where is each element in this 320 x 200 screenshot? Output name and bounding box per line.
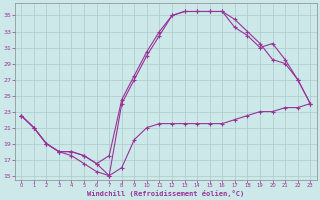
X-axis label: Windchill (Refroidissement éolien,°C): Windchill (Refroidissement éolien,°C) bbox=[87, 190, 244, 197]
